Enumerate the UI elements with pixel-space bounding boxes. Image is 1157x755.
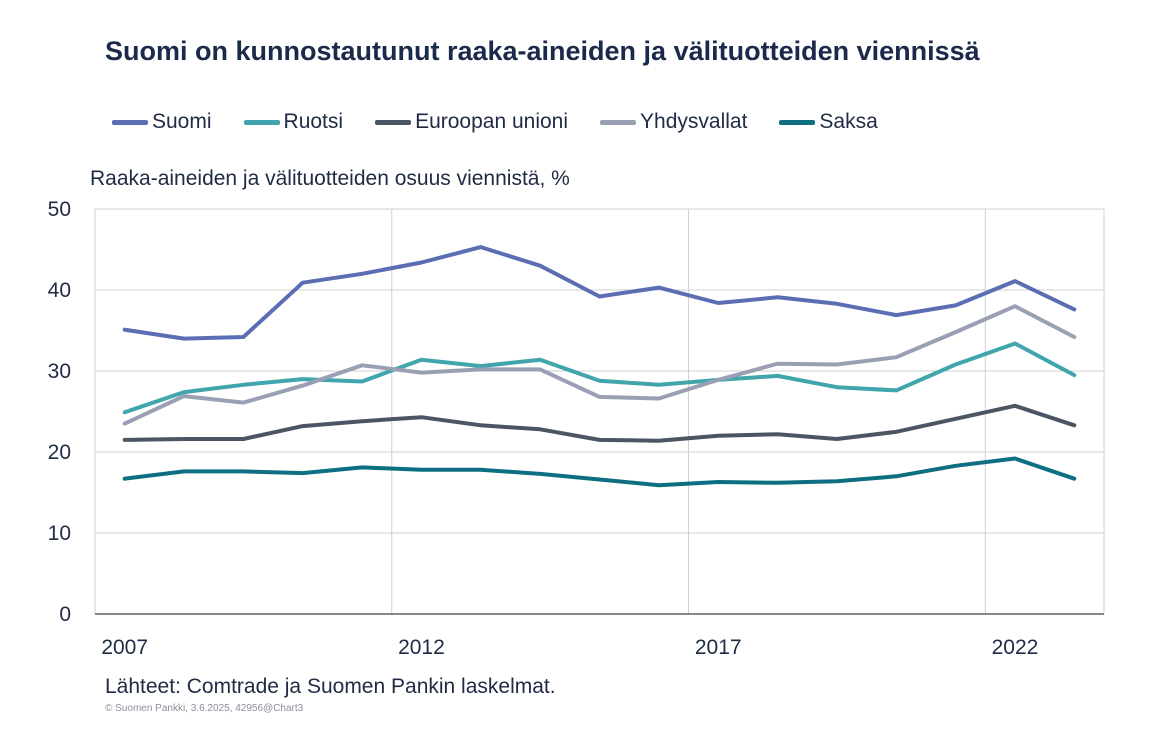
x-tick-label: 2022 (992, 636, 1039, 659)
series-line-saksa (122, 456, 1077, 488)
y-tick-label: 0 (59, 603, 71, 626)
legend-swatch (779, 119, 816, 125)
y-tick-label: 50 (48, 198, 71, 221)
y-tick-label: 10 (48, 522, 71, 545)
legend-item: Yhdysvallat (600, 110, 747, 134)
x-tick-label: 2012 (398, 636, 445, 659)
legend-swatch (375, 119, 412, 125)
series-line-suomi (122, 245, 1077, 341)
x-tick-label: 2007 (101, 636, 148, 659)
y-tick-label: 30 (48, 360, 71, 383)
legend: Suomi Ruotsi Euroopan unioni Yhdysvallat Sak… (112, 110, 910, 134)
legend-label: Saksa (819, 110, 878, 133)
series-line-ruotsi (122, 341, 1077, 415)
legend-swatch (243, 119, 280, 125)
series-line-yhdysvallat (122, 304, 1077, 426)
y-tick-label: 40 (48, 279, 71, 302)
legend-swatch (600, 119, 637, 125)
chart-title: Suomi on kunnostautunut raaka-aineiden j… (105, 36, 980, 66)
x-tick-label: 2017 (695, 636, 742, 659)
legend-item: Euroopan unioni (375, 110, 568, 134)
legend-swatch (112, 119, 148, 125)
legend-item: Ruotsi (243, 110, 344, 134)
legend-label: Yhdysvallat (640, 110, 748, 133)
y-tick-label: 20 (48, 441, 71, 464)
legend-item: Saksa (779, 110, 878, 134)
legend-label: Ruotsi (283, 110, 344, 133)
series-line-euroopan-unioni (122, 403, 1077, 443)
source-note: Lähteet: Comtrade ja Suomen Pankin laske… (105, 675, 556, 698)
legend-label: Suomi (152, 110, 212, 133)
y-axis-label: Raaka-aineiden ja välituotteiden osuus v… (90, 167, 570, 190)
legend-label: Euroopan unioni (415, 110, 569, 133)
legend-item: Suomi (112, 110, 212, 134)
copyright-note: © Suomen Pankki, 3.6.2025, 42956@Chart3 (105, 703, 304, 714)
